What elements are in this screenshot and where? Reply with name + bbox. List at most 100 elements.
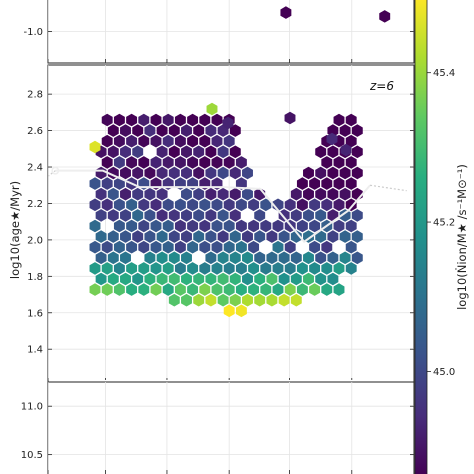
hexbin-282 bbox=[229, 272, 241, 286]
hexbin-245 bbox=[315, 251, 327, 265]
hexbin-4 bbox=[150, 113, 162, 127]
hexbin-323 bbox=[223, 304, 235, 318]
hexbin-274 bbox=[132, 272, 144, 286]
hexbin-234 bbox=[168, 251, 180, 265]
hexbin-47 bbox=[181, 145, 192, 159]
hexbin-236 bbox=[205, 251, 217, 265]
median-line-path bbox=[55, 169, 371, 244]
hexbin-166 bbox=[351, 209, 363, 222]
y-tick-label-5: 2.4 bbox=[27, 163, 43, 174]
hexbin-58 bbox=[126, 156, 138, 169]
hexbin-155 bbox=[193, 209, 205, 222]
median-line bbox=[48, 166, 407, 244]
y-tick-label-2: 1.8 bbox=[27, 272, 43, 283]
hexbin-12 bbox=[345, 113, 357, 127]
hexbin-210 bbox=[89, 240, 101, 254]
hexbin-104 bbox=[333, 177, 345, 190]
hexbin-120 bbox=[303, 187, 314, 201]
hexbin-105 bbox=[345, 177, 357, 190]
hexbin-149 bbox=[120, 209, 131, 222]
hexbin-16 bbox=[144, 124, 156, 137]
panel-middle-y-axis: 1.4 1.6 1.8 2.0 2.2 2.4 2.6 2.8 bbox=[27, 90, 414, 356]
hexbin-330 bbox=[340, 143, 352, 157]
hexbin-318 bbox=[242, 293, 253, 307]
hexbin-77 bbox=[168, 166, 180, 180]
hexbin-90 bbox=[101, 177, 113, 190]
hexbin-239 bbox=[242, 251, 253, 265]
hexbin-154 bbox=[181, 209, 192, 222]
hexbin-303 bbox=[235, 283, 247, 296]
hexbin-174 bbox=[187, 219, 199, 233]
hexbin-268 bbox=[321, 262, 333, 275]
hexbin-176 bbox=[211, 219, 223, 233]
hexbin-52 bbox=[315, 145, 327, 159]
hexbin-91 bbox=[113, 177, 125, 190]
hexbin-112 bbox=[181, 187, 192, 201]
hexbin-206 bbox=[315, 230, 327, 243]
hexbin-133 bbox=[187, 198, 199, 212]
hexbin-215 bbox=[150, 240, 162, 254]
hexbin-142 bbox=[296, 198, 308, 212]
hexbin-326 bbox=[89, 140, 101, 154]
panel-top-y-axis: -1.0 bbox=[23, 27, 414, 38]
hexbin-211 bbox=[101, 240, 113, 254]
hexbin-238 bbox=[229, 251, 241, 265]
hexbin-73 bbox=[120, 166, 131, 180]
hexbin-157 bbox=[217, 209, 229, 222]
hexbin-305 bbox=[260, 283, 272, 296]
hexbin-119 bbox=[290, 187, 302, 201]
hexbin-0 bbox=[101, 113, 113, 127]
hexbin-0 bbox=[280, 6, 292, 19]
hexbin-223 bbox=[248, 240, 260, 254]
hexbin-300 bbox=[199, 283, 211, 296]
hexbin-226 bbox=[309, 240, 321, 254]
hexbin-251 bbox=[113, 262, 125, 275]
hexbin-89 bbox=[89, 177, 101, 190]
hexbin-49 bbox=[205, 145, 217, 159]
hexbin-180 bbox=[260, 219, 272, 233]
hexbin-243 bbox=[290, 251, 302, 265]
hexbin-327 bbox=[222, 116, 234, 130]
colorbar-tick-label-2: 45.4 bbox=[433, 68, 455, 79]
hexbin-172 bbox=[162, 219, 174, 233]
hexbin-195 bbox=[181, 230, 192, 243]
hexbin-322 bbox=[290, 293, 302, 307]
hexbin-179 bbox=[248, 219, 260, 233]
hexbin-297 bbox=[162, 283, 174, 296]
hexbin-259 bbox=[211, 262, 223, 275]
hexbin-37 bbox=[223, 134, 235, 148]
hexbin-107 bbox=[107, 187, 119, 201]
hexbin-288 bbox=[303, 272, 314, 286]
colorbar-tick-label-1: 45.2 bbox=[433, 218, 455, 229]
hexbin-50 bbox=[217, 145, 229, 159]
hexbin-111 bbox=[156, 187, 168, 201]
hexbin-170 bbox=[138, 219, 150, 233]
hexbin-137 bbox=[235, 198, 247, 212]
hexbin-312 bbox=[168, 293, 180, 307]
hexbin-295 bbox=[138, 283, 150, 296]
hexbin-121 bbox=[315, 187, 327, 201]
hexbin-43 bbox=[120, 145, 131, 159]
hexbin-222 bbox=[235, 240, 247, 254]
hexbin-184 bbox=[309, 219, 321, 233]
hexbin-53 bbox=[327, 145, 339, 159]
hexbin-56 bbox=[101, 156, 113, 169]
hexbin-204 bbox=[290, 230, 302, 243]
hexbin-244 bbox=[303, 251, 314, 265]
hexbin-266 bbox=[296, 262, 308, 275]
hexbin-42 bbox=[107, 145, 119, 159]
hexbin-32 bbox=[162, 134, 174, 148]
hexbin-127 bbox=[113, 198, 125, 212]
hexbin-11 bbox=[333, 113, 345, 127]
hexbin-190 bbox=[120, 230, 131, 243]
hexbin-163 bbox=[315, 209, 327, 222]
hexbin-3 bbox=[138, 113, 150, 127]
y-tick-label-7: 2.8 bbox=[27, 90, 43, 101]
hexbin-212 bbox=[113, 240, 125, 254]
hexbin-270 bbox=[345, 262, 357, 275]
hexbin-125 bbox=[89, 198, 101, 212]
hexbin-24 bbox=[327, 124, 339, 137]
hexbin-55 bbox=[351, 145, 363, 159]
hexbin-186 bbox=[333, 219, 345, 233]
hexbin-183 bbox=[296, 219, 308, 233]
